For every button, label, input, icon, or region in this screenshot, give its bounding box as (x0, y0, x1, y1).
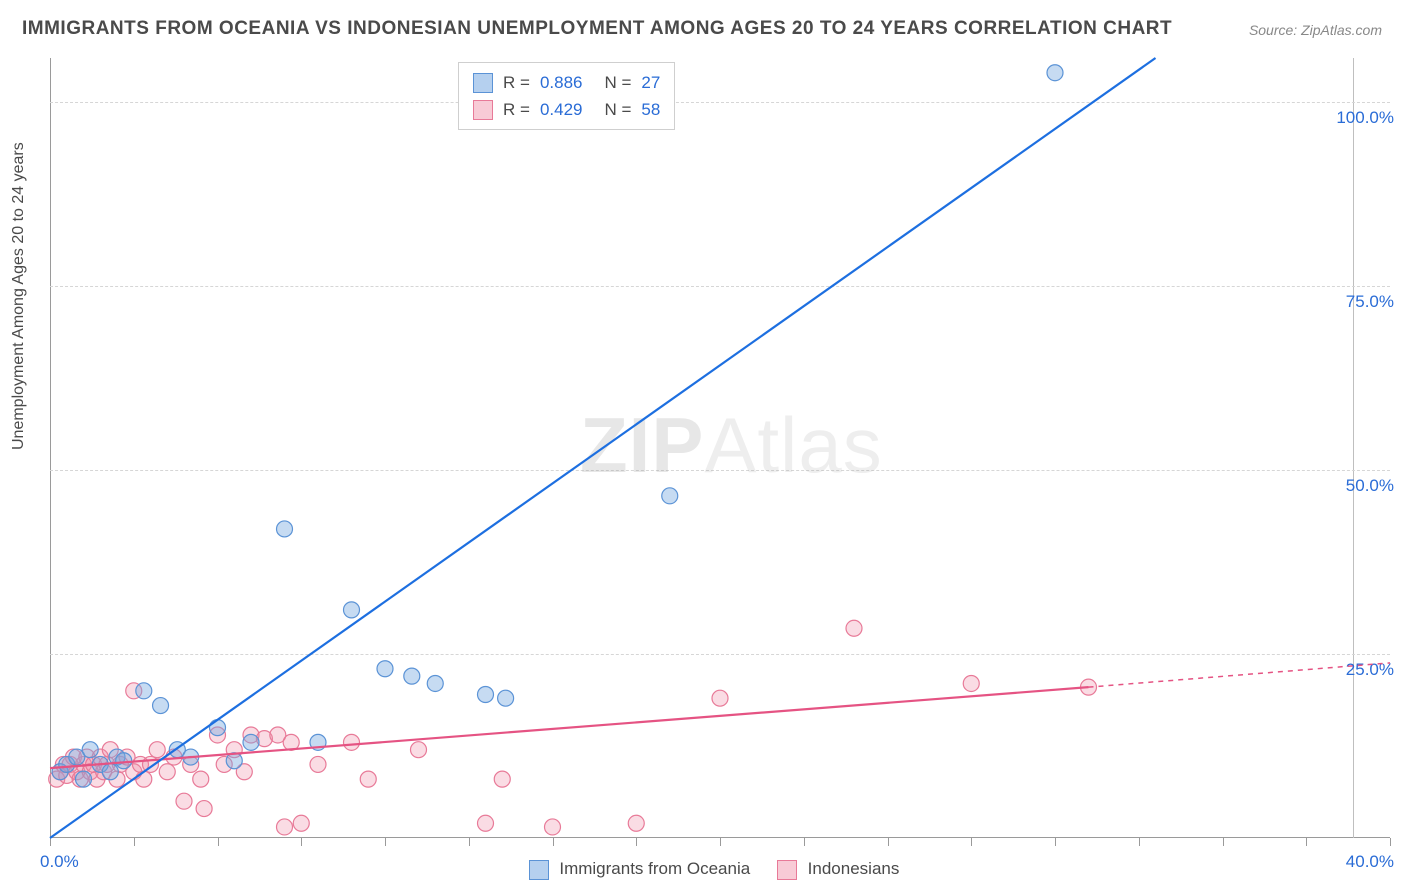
scatter-point (310, 756, 326, 772)
legend-series2-name: Indonesians (808, 859, 900, 878)
x-axis-legend: Immigrants from Oceania Indonesians (0, 859, 1406, 880)
chart-title: IMMIGRANTS FROM OCEANIA VS INDONESIAN UN… (22, 18, 1172, 40)
scatter-point (243, 734, 259, 750)
scatter-point (963, 675, 979, 691)
legend-r-value-2: 0.429 (540, 96, 583, 123)
scatter-point (344, 734, 360, 750)
scatter-point (628, 815, 644, 831)
x-tick (636, 838, 637, 846)
x-tick (1055, 838, 1056, 846)
scatter-point (344, 602, 360, 618)
scatter-point (846, 620, 862, 636)
legend-swatch-blue (529, 860, 549, 880)
scatter-point (478, 815, 494, 831)
correlation-legend: R = 0.886 N = 27 R = 0.429 N = 58 (458, 62, 675, 130)
x-tick (1390, 838, 1391, 846)
scatter-point (136, 771, 152, 787)
scatter-point (478, 687, 494, 703)
scatter-point (153, 698, 169, 714)
x-tick (1139, 838, 1140, 846)
scatter-point (196, 801, 212, 817)
x-tick (50, 838, 51, 846)
legend-n-value-2: 58 (641, 96, 660, 123)
chart-svg (50, 58, 1390, 838)
scatter-point (76, 771, 92, 787)
legend-r-label: R = (503, 69, 530, 96)
scatter-point (494, 771, 510, 787)
scatter-point (102, 764, 118, 780)
x-tick (469, 838, 470, 846)
legend-series1-name: Immigrants from Oceania (559, 859, 750, 878)
legend-n-value-1: 27 (641, 69, 660, 96)
scatter-point (427, 675, 443, 691)
x-tick (888, 838, 889, 846)
scatter-point (411, 742, 427, 758)
scatter-point (159, 764, 175, 780)
source-attribution: Source: ZipAtlas.com (1249, 22, 1382, 38)
scatter-point (277, 819, 293, 835)
x-tick (218, 838, 219, 846)
x-tick (1223, 838, 1224, 846)
x-tick (971, 838, 972, 846)
x-tick (134, 838, 135, 846)
legend-n-label: N = (604, 69, 631, 96)
scatter-point (210, 720, 226, 736)
x-tick (385, 838, 386, 846)
y-axis-label: Unemployment Among Ages 20 to 24 years (10, 142, 28, 450)
scatter-point (293, 815, 309, 831)
legend-n-label: N = (604, 96, 631, 123)
legend-r-label: R = (503, 96, 530, 123)
x-tick (301, 838, 302, 846)
scatter-point (149, 742, 165, 758)
scatter-point (404, 668, 420, 684)
scatter-point (82, 742, 98, 758)
scatter-point (498, 690, 514, 706)
scatter-point (1047, 65, 1063, 81)
scatter-point (360, 771, 376, 787)
scatter-point (176, 793, 192, 809)
scatter-point (193, 771, 209, 787)
x-tick (1306, 838, 1307, 846)
x-tick (553, 838, 554, 846)
trend-line (1089, 663, 1391, 687)
legend-r-value-1: 0.886 (540, 69, 583, 96)
trend-line (50, 58, 1156, 838)
scatter-point (712, 690, 728, 706)
legend-swatch-blue (473, 73, 493, 93)
x-tick (720, 838, 721, 846)
scatter-point (116, 753, 132, 769)
scatter-point (136, 683, 152, 699)
legend-row-indonesians: R = 0.429 N = 58 (473, 96, 660, 123)
scatter-point (545, 819, 561, 835)
legend-row-oceania: R = 0.886 N = 27 (473, 69, 660, 96)
legend-swatch-pink (777, 860, 797, 880)
scatter-point (277, 521, 293, 537)
legend-swatch-pink (473, 100, 493, 120)
x-tick (804, 838, 805, 846)
scatter-point (377, 661, 393, 677)
scatter-point (662, 488, 678, 504)
